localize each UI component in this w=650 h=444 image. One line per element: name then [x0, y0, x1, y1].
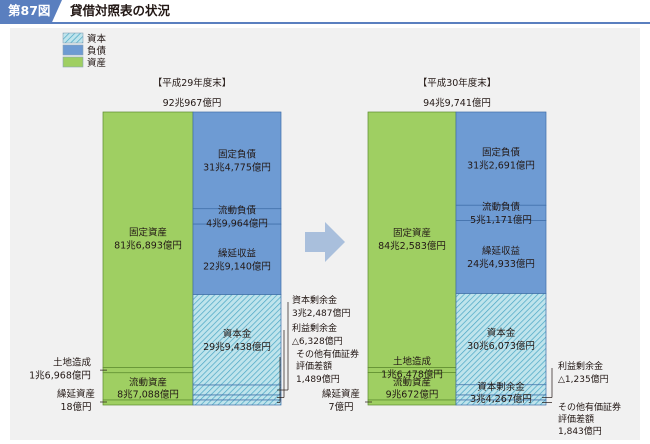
asset-value-label: 7億円 [328, 401, 353, 413]
right-arrow-icon [305, 222, 345, 262]
segment-value-label: 29兆9,438億円 [203, 341, 271, 353]
liability-capital-segment [192, 399, 282, 406]
asset-name-label: 土地造成 [393, 356, 432, 368]
figure-number-badge: 第87図 [0, 0, 62, 22]
capital-item-name: その他有価証券 [296, 348, 359, 360]
segment-name-label: 繰延収益 [218, 247, 257, 259]
capital-item-name: 利益剰余金 [558, 360, 603, 372]
segment-name-label: 繰延収益 [482, 245, 521, 257]
capital-item-value: △1,235億円 [558, 373, 609, 385]
segment-value-label: 30兆6,073億円 [467, 340, 535, 352]
period-label: 【平成29年度末】 [153, 77, 232, 89]
total-label: 92兆967億円 [163, 97, 222, 109]
liability-capital-segment [455, 220, 547, 294]
segment-name-label: 固定負債 [482, 147, 521, 159]
asset-value-label: 1兆6,968億円 [29, 369, 91, 381]
capital-item-name: 評価差額 [296, 360, 332, 372]
asset-name-label: 固定資産 [393, 227, 431, 239]
segment-value-label: 5兆1,171億円 [470, 214, 532, 226]
period-label: 【平成30年度末】 [418, 77, 497, 89]
segment-value-label: 4兆9,964億円 [206, 217, 268, 229]
segment-value-label: 31兆4,775億円 [203, 161, 271, 173]
asset-value-label: 9兆672億円 [386, 388, 439, 400]
asset-segment [367, 111, 457, 368]
legend-swatch [62, 32, 84, 44]
liability-capital-segment [455, 293, 547, 386]
capital-item-value: 1,843億円 [558, 425, 602, 437]
capital-item-name: 評価差額 [558, 413, 594, 425]
asset-name-label: 繰延資産 [322, 388, 360, 400]
liability-capital-segment [192, 384, 282, 396]
figure-title: 貸借対照表の状況 [70, 3, 171, 18]
segment-value-label: 3兆4,267億円 [470, 393, 532, 405]
segment-value-label: 24兆4,933億円 [467, 258, 535, 270]
asset-name-label: 流動資産 [129, 376, 167, 388]
legend-swatch [62, 44, 84, 56]
segment-name-label: 資本剰余金 [477, 381, 525, 393]
segment-value-label: 22兆9,140億円 [203, 260, 271, 272]
asset-name-label: 土地造成 [53, 356, 92, 368]
asset-name-label: 固定資産 [129, 227, 167, 239]
liability-capital-segment [192, 394, 282, 401]
segment-name-label: 流動負債 [218, 204, 257, 216]
segment-value-label: 31兆2,691億円 [467, 160, 535, 172]
asset-segment [102, 367, 194, 374]
segment-name-label: 資本金 [223, 328, 252, 340]
capital-item-name: その他有価証券 [558, 401, 621, 413]
asset-value-label: 1兆6,478億円 [381, 369, 443, 381]
liability-capital-segment [455, 111, 547, 206]
capital-item-name: 資本剰余金 [292, 294, 337, 306]
capital-item-value: 3兆2,487億円 [292, 307, 351, 319]
segment-name-label: 流動負債 [482, 201, 521, 213]
asset-segment [367, 372, 457, 401]
asset-value-label: 81兆6,893億円 [114, 240, 182, 252]
asset-value-label: 8兆7,088億円 [117, 388, 179, 400]
capital-item-value: △6,328億円 [292, 335, 343, 347]
legend-swatch [62, 56, 84, 68]
legend-label: 資本 [87, 33, 107, 45]
capital-item-value: 1,489億円 [296, 373, 340, 385]
asset-value-label: 18億円 [60, 401, 91, 413]
segment-name-label: 固定負債 [218, 148, 257, 160]
legend-label: 負債 [87, 45, 107, 57]
asset-segment [102, 111, 194, 368]
asset-name-label: 流動資産 [393, 376, 431, 388]
asset-value-label: 84兆2,583億円 [378, 240, 446, 252]
capital-item-name: 利益剰余金 [292, 322, 337, 334]
asset-segment [102, 399, 194, 406]
liability-capital-segment [192, 111, 282, 210]
segment-name-label: 資本金 [487, 327, 516, 339]
header-rule [0, 22, 650, 24]
total-label: 94兆9,741億円 [423, 97, 491, 109]
asset-segment [367, 399, 457, 406]
asset-name-label: 繰延資産 [57, 388, 95, 400]
figure-header: 第87図 貸借対照表の状況 [0, 0, 650, 22]
legend-label: 資産 [87, 57, 106, 69]
